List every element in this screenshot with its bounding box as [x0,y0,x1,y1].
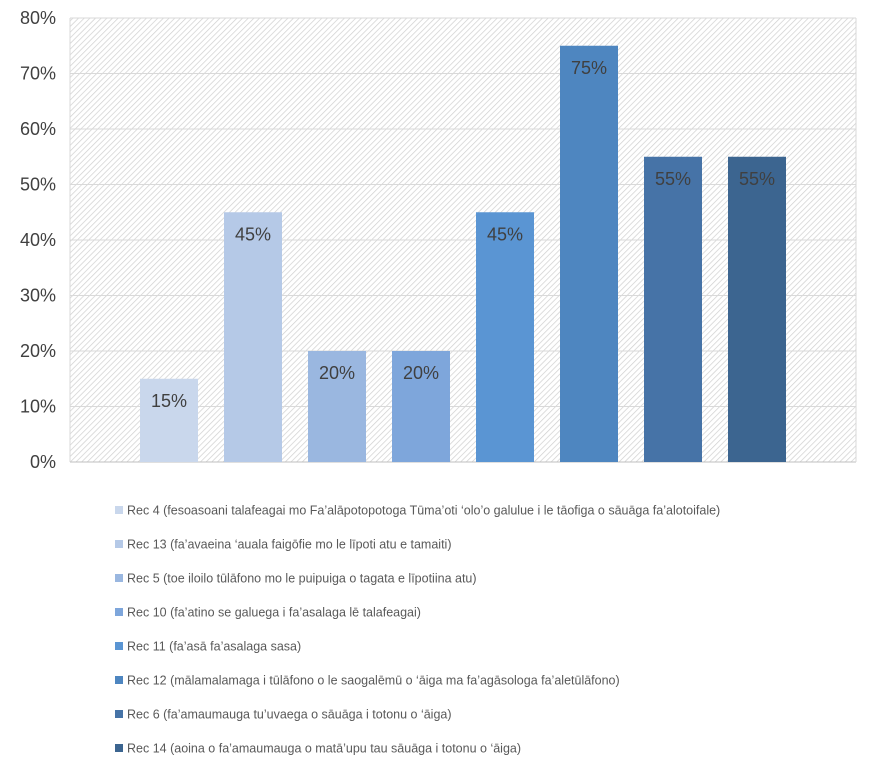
legend-label: Rec 5 (toe iloilo tūlāfono mo le puipuig… [127,572,477,586]
y-tick-label: 40% [20,230,56,250]
bar-series-7[interactable] [644,156,702,462]
bar-data-label: 55% [655,169,691,189]
legend-label: Rec 12 (mālamalamaga i tūlāfono o le sao… [127,674,620,688]
legend-swatch [115,506,123,514]
bar-series-6[interactable] [560,45,618,462]
legend-swatch [115,642,123,650]
bar-data-label: 20% [319,363,355,383]
bar-data-label: 45% [235,224,271,244]
bar-series-1[interactable] [140,378,198,462]
y-tick-label: 30% [20,286,56,306]
y-tick-label: 20% [20,341,56,361]
y-tick-label: 60% [20,119,56,139]
legend-label: Rec 14 (aoina o fa’amaumauga o matā’upu … [127,742,521,756]
legend-item[interactable]: Rec 10 (fa’atino se galuega i fa’asalaga… [115,606,421,620]
bar-series-5[interactable] [476,212,534,462]
legend-item[interactable]: Rec 14 (aoina o fa’amaumauga o matā’upu … [115,742,521,756]
legend-item[interactable]: Rec 6 (fa’amaumauga tu’uvaega o sāuāga i… [115,708,452,722]
bar-series-4[interactable] [392,351,450,462]
legend-swatch [115,676,123,684]
y-tick-label: 80% [20,8,56,28]
legend-item[interactable]: Rec 12 (mālamalamaga i tūlāfono o le sao… [115,674,620,688]
legend-label: Rec 11 (fa’asā fa’asalaga sasa) [127,640,301,654]
legend-label: Rec 13 (fa’avaeina ‘auala faigōfie mo le… [127,538,452,552]
legend-item[interactable]: Rec 13 (fa’avaeina ‘auala faigōfie mo le… [115,538,452,552]
bar-series-8[interactable] [728,156,786,462]
legend-item[interactable]: Rec 5 (toe iloilo tūlāfono mo le puipuig… [115,572,477,586]
y-tick-label: 70% [20,64,56,84]
y-tick-label: 50% [20,175,56,195]
legend-swatch [115,744,123,752]
legend-item[interactable]: Rec 11 (fa’asā fa’asalaga sasa) [115,640,301,654]
bar-data-label: 20% [403,363,439,383]
legend-swatch [115,540,123,548]
bar-data-label: 45% [487,224,523,244]
legend-label: Rec 10 (fa’atino se galuega i fa’asalaga… [127,606,421,620]
bar-data-label: 15% [151,391,187,411]
legend-swatch [115,608,123,616]
y-tick-label: 0% [30,452,56,472]
bar-series-3[interactable] [308,351,366,462]
y-tick-label: 10% [20,397,56,417]
legend-item[interactable]: Rec 4 (fesoasoani talafeagai mo Fa’alāpo… [115,504,720,518]
bar-series-2[interactable] [224,212,282,462]
bar-data-label: 55% [739,169,775,189]
bar-data-label: 75% [571,58,607,78]
legend-label: Rec 6 (fa’amaumauga tu’uvaega o sāuāga i… [127,708,452,722]
legend-swatch [115,710,123,718]
legend-swatch [115,574,123,582]
legend-label: Rec 4 (fesoasoani talafeagai mo Fa’alāpo… [127,504,720,518]
